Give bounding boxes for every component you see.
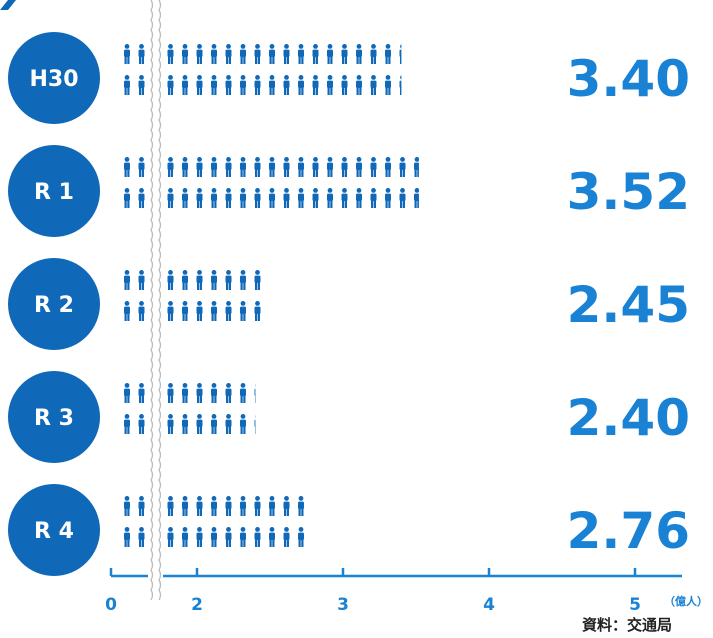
year-badge (8, 32, 100, 124)
bar (124, 383, 256, 434)
category-label: R 1 (34, 180, 74, 205)
chart-row: R 3 2.40 (8, 371, 690, 463)
bar (124, 44, 402, 95)
value-label: 2.45 (567, 276, 690, 334)
category-label: R 3 (34, 406, 74, 431)
source-label: 資料：交通局 (582, 616, 672, 634)
bar (124, 157, 419, 208)
unit-label: （億人） (664, 594, 708, 608)
bar (124, 270, 261, 321)
category-label: H30 (29, 67, 78, 92)
chart-row: R 4 2.76 (8, 484, 690, 576)
corner-arrow-icon (0, 0, 16, 10)
x-axis: 0 2 3 4 5 (105, 568, 682, 615)
chart-row: H30 3.40 (8, 32, 690, 124)
x-tick-label: 3 (337, 595, 349, 615)
x-tick-label: 5 (629, 595, 641, 615)
value-label: 2.40 (567, 389, 690, 447)
value-label: 2.76 (567, 502, 690, 560)
year-badge (8, 258, 100, 350)
x-tick-label: 0 (105, 595, 117, 615)
axis-break (148, 0, 163, 601)
category-label: R 2 (34, 293, 74, 318)
year-badge (8, 145, 100, 237)
x-tick-label: 2 (191, 595, 203, 615)
chart-row: R 1 3.52 (8, 145, 690, 237)
year-badge (8, 371, 100, 463)
year-badge (8, 484, 100, 576)
x-tick-label: 4 (483, 595, 495, 615)
value-label: 3.52 (567, 163, 690, 221)
chart-rows: H30 3.40 R 1 3.52 R 2 2.45 R 3 2.40 R 4 2.76 (8, 32, 690, 576)
value-label: 3.40 (567, 50, 690, 108)
chart-row: R 2 2.45 (8, 258, 690, 350)
category-label: R 4 (34, 519, 74, 544)
